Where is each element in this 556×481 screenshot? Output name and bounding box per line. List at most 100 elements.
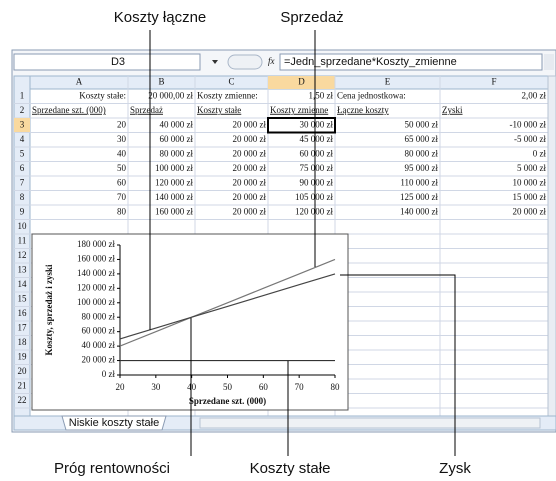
row-header[interactable]: 5 bbox=[20, 148, 25, 158]
cell[interactable]: 140 000 zł bbox=[400, 206, 438, 216]
cell[interactable]: Cena jednostkowa: bbox=[337, 90, 406, 100]
cell[interactable]: 65 000 zł bbox=[405, 134, 439, 144]
cell[interactable]: Koszty zmienne bbox=[270, 105, 328, 115]
row-header[interactable]: 12 bbox=[18, 250, 27, 260]
cell[interactable]: Sprzedaż bbox=[130, 105, 163, 115]
column-header[interactable]: E bbox=[385, 77, 391, 87]
y-tick-label: 180 000 zł bbox=[77, 239, 115, 249]
cell[interactable]: 120 000 zł bbox=[295, 206, 333, 216]
selected-column-header bbox=[268, 76, 335, 89]
cell[interactable]: 95 000 zł bbox=[405, 163, 439, 173]
cell[interactable]: 50 000 zł bbox=[405, 119, 439, 129]
formula-bar[interactable] bbox=[279, 53, 543, 71]
dropdown-arrow[interactable] bbox=[212, 60, 218, 64]
row-header[interactable]: 10 bbox=[18, 221, 28, 231]
cell[interactable]: 100 000 zł bbox=[155, 163, 193, 173]
tab-shape[interactable] bbox=[61, 415, 167, 431]
row-header[interactable]: 11 bbox=[18, 235, 27, 245]
cell[interactable]: 105 000 zł bbox=[295, 192, 333, 202]
row-header[interactable]: 14 bbox=[18, 279, 28, 289]
cell[interactable]: Koszty stałe bbox=[197, 105, 241, 115]
cell[interactable]: 40 bbox=[117, 148, 127, 158]
cell[interactable]: 120 000 zł bbox=[155, 177, 193, 187]
column-header[interactable]: C bbox=[228, 77, 234, 87]
cell[interactable]: 2,00 zł bbox=[522, 90, 547, 100]
row-header[interactable]: 18 bbox=[18, 337, 28, 347]
cell[interactable]: 50 bbox=[117, 163, 127, 173]
y-tick-label: 60 000 zł bbox=[82, 326, 116, 336]
series-line bbox=[119, 258, 336, 347]
fx-icon[interactable]: fx bbox=[268, 56, 275, 66]
cell[interactable]: 0 zł bbox=[533, 148, 547, 158]
cell[interactable]: 20 000 zł bbox=[233, 177, 267, 187]
row-header[interactable]: 1 bbox=[20, 90, 25, 100]
cell[interactable]: 125 000 zł bbox=[400, 192, 438, 202]
row-header[interactable]: 19 bbox=[18, 351, 28, 361]
row-header[interactable]: 22 bbox=[18, 395, 27, 405]
cell[interactable]: 20 bbox=[117, 119, 127, 129]
cell[interactable]: 160 000 zł bbox=[155, 206, 193, 216]
row-header[interactable]: 3 bbox=[20, 119, 25, 129]
vertical-scrollbar bbox=[547, 75, 556, 417]
cell[interactable]: Koszty stałe: bbox=[79, 90, 126, 100]
name-box[interactable] bbox=[13, 53, 201, 71]
row-header[interactable]: 17 bbox=[18, 322, 28, 332]
cell[interactable]: 30 bbox=[117, 134, 127, 144]
row-header[interactable]: 16 bbox=[18, 308, 28, 318]
cell[interactable]: 20 000 zł bbox=[233, 163, 267, 173]
row-header[interactable]: 20 bbox=[18, 366, 28, 376]
cell[interactable]: 15 000 zł bbox=[513, 192, 547, 202]
cell[interactable]: 1,50 zł bbox=[309, 90, 334, 100]
cell[interactable]: 20 000 zł bbox=[233, 134, 267, 144]
horizontal-scrollbar[interactable] bbox=[199, 417, 541, 429]
cell[interactable]: 10 000 zł bbox=[513, 177, 547, 187]
cell[interactable]: 70 bbox=[117, 192, 127, 202]
cell[interactable]: 5 000 zł bbox=[517, 163, 546, 173]
cell[interactable]: 90 000 zł bbox=[300, 177, 334, 187]
y-tick-label: 120 000 zł bbox=[77, 282, 115, 292]
y-tick-label: 100 000 zł bbox=[77, 297, 115, 307]
cell[interactable]: Zyski bbox=[442, 105, 463, 115]
cell[interactable]: 80 000 zł bbox=[160, 148, 194, 158]
row-header[interactable]: 9 bbox=[20, 206, 25, 216]
row-header[interactable]: 21 bbox=[18, 380, 27, 390]
cell[interactable]: Koszty zmienne: bbox=[197, 90, 258, 100]
column-header[interactable]: A bbox=[76, 77, 83, 87]
expand-button[interactable] bbox=[544, 54, 554, 70]
cell[interactable]: 80 000 zł bbox=[405, 148, 439, 158]
row-header[interactable]: 6 bbox=[20, 163, 25, 173]
cell[interactable]: 60 000 zł bbox=[300, 148, 334, 158]
row-header[interactable]: 15 bbox=[18, 293, 28, 303]
sheet-tab[interactable]: Niskie koszty stałe bbox=[69, 417, 159, 429]
row-header[interactable]: 8 bbox=[20, 192, 25, 202]
cell[interactable]: 20 000 zł bbox=[233, 206, 267, 216]
row-header[interactable]: 13 bbox=[18, 264, 28, 274]
cell[interactable]: 20 000 zł bbox=[233, 192, 267, 202]
cell[interactable]: 20 000 zł bbox=[233, 119, 267, 129]
column-header[interactable]: F bbox=[491, 77, 496, 87]
cell[interactable]: 60 000 zł bbox=[160, 134, 194, 144]
column-header[interactable]: B bbox=[158, 77, 164, 87]
cell[interactable]: 45 000 zł bbox=[300, 134, 334, 144]
chart-area bbox=[31, 233, 349, 411]
cell[interactable]: 30 000 zł bbox=[300, 119, 334, 129]
cell[interactable]: 140 000 zł bbox=[155, 192, 193, 202]
cell[interactable]: 40 000 zł bbox=[160, 119, 194, 129]
cell[interactable]: -10 000 zł bbox=[510, 119, 547, 129]
cell[interactable]: 75 000 zł bbox=[300, 163, 334, 173]
row-header[interactable]: 7 bbox=[20, 177, 25, 187]
y-tick-label: 160 000 zł bbox=[77, 254, 115, 264]
cell[interactable]: Łączne koszty bbox=[337, 105, 389, 115]
y-tick-label: 80 000 zł bbox=[82, 311, 116, 321]
cell[interactable]: Sprzedane szt. (000) bbox=[32, 105, 106, 115]
cell[interactable]: -5 000 zł bbox=[514, 134, 546, 144]
row-header[interactable]: 2 bbox=[20, 105, 25, 115]
cell[interactable]: 20 000 zł bbox=[513, 206, 547, 216]
column-header[interactable]: D bbox=[298, 77, 305, 87]
cell[interactable]: 60 bbox=[117, 177, 127, 187]
cell[interactable]: 20 000,00 zł bbox=[148, 90, 193, 100]
cell[interactable]: 80 bbox=[117, 206, 127, 216]
cell[interactable]: 110 000 zł bbox=[400, 177, 438, 187]
row-header[interactable]: 4 bbox=[20, 134, 25, 144]
cell[interactable]: 20 000 zł bbox=[233, 148, 267, 158]
